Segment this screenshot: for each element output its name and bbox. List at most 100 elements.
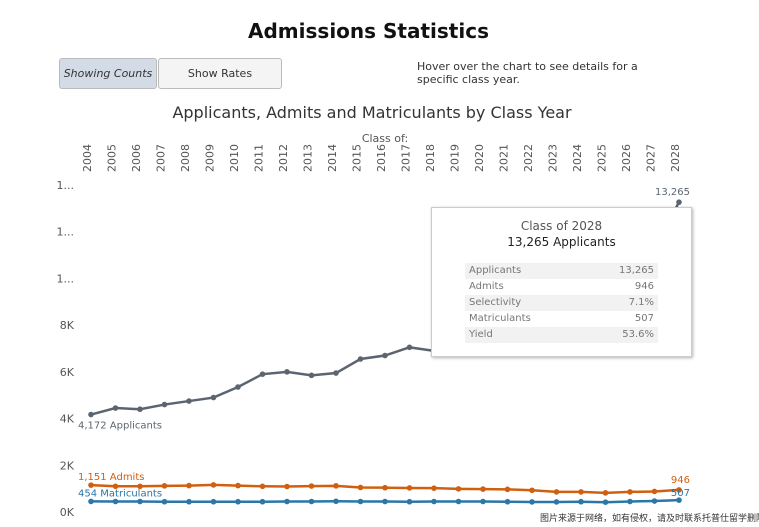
x-tick-label: 2026 bbox=[620, 144, 633, 172]
point bbox=[333, 370, 339, 376]
counts-button[interactable]: Showing Counts bbox=[59, 58, 157, 89]
tooltip-value: 13,265 bbox=[619, 265, 654, 276]
point bbox=[676, 199, 682, 205]
point bbox=[284, 498, 290, 505]
tooltip-label: Admits bbox=[469, 281, 504, 292]
point bbox=[259, 483, 266, 490]
point bbox=[112, 483, 119, 490]
value-label: 946 bbox=[671, 475, 690, 486]
point bbox=[186, 482, 192, 489]
tooltip-label: Applicants bbox=[469, 265, 522, 276]
point bbox=[186, 498, 192, 505]
point bbox=[504, 486, 511, 493]
point bbox=[357, 356, 364, 362]
point bbox=[431, 485, 437, 491]
point bbox=[210, 498, 217, 505]
x-tick-label: 2020 bbox=[473, 144, 486, 172]
value-label: 507 bbox=[671, 488, 690, 499]
point bbox=[602, 490, 609, 496]
point bbox=[308, 372, 315, 379]
tooltip-label: Yield bbox=[469, 329, 493, 340]
point bbox=[235, 482, 241, 489]
x-tick-label: 2022 bbox=[522, 144, 535, 172]
point bbox=[308, 483, 315, 489]
x-tick-label: 2008 bbox=[179, 144, 192, 172]
point bbox=[161, 483, 168, 489]
point bbox=[357, 498, 364, 505]
tooltip-value: 507 bbox=[634, 313, 654, 324]
tooltip-row: Admits 946 bbox=[465, 279, 658, 295]
tooltip-row: Yield 53.6% bbox=[465, 327, 658, 343]
point bbox=[676, 487, 682, 493]
tooltip-label: Matriculants bbox=[469, 313, 531, 324]
point bbox=[210, 482, 217, 488]
y-tick-label: 0K bbox=[60, 506, 75, 519]
point bbox=[112, 405, 119, 411]
point bbox=[431, 498, 437, 505]
x-tick-label: 2025 bbox=[596, 144, 609, 172]
tooltip: Class of 2028 13,265 Applicants Applican… bbox=[431, 207, 692, 357]
point bbox=[186, 398, 192, 404]
y-tick-label: 8K bbox=[60, 319, 75, 332]
point bbox=[504, 498, 511, 505]
tooltip-value: 7.1% bbox=[628, 297, 654, 308]
point bbox=[161, 498, 168, 505]
value-label: 1,151 Admits bbox=[78, 472, 144, 483]
point bbox=[553, 499, 560, 505]
point bbox=[333, 483, 339, 489]
point bbox=[578, 489, 584, 495]
value-label: 4,172 Applicants bbox=[78, 421, 162, 432]
y-tick-label: 2K bbox=[60, 459, 75, 472]
point bbox=[137, 498, 143, 505]
point bbox=[88, 482, 94, 488]
point bbox=[137, 483, 143, 490]
value-label: 13,265 bbox=[655, 187, 690, 198]
tooltip-table: Applicants 13,265 Admits 946 Selectivity 7.1%… bbox=[432, 263, 691, 343]
tooltip-subtitle: 13,265 Applicants bbox=[507, 235, 616, 249]
y-tick-label: 1... bbox=[57, 179, 75, 192]
point bbox=[578, 498, 584, 505]
x-tick-label: 2027 bbox=[645, 144, 658, 172]
point bbox=[357, 484, 364, 491]
point bbox=[137, 406, 143, 413]
tooltip-row: Matriculants 507 bbox=[465, 311, 658, 327]
point bbox=[651, 498, 658, 504]
x-tick-label: 2023 bbox=[547, 144, 560, 172]
point bbox=[480, 498, 486, 505]
x-tick-label: 2004 bbox=[81, 144, 94, 172]
tooltip-label: Selectivity bbox=[469, 297, 522, 308]
point bbox=[406, 344, 413, 351]
page-title: Admissions Statistics bbox=[248, 19, 489, 43]
value-label: 454 Matriculants bbox=[78, 488, 162, 499]
point bbox=[406, 485, 413, 491]
x-tick-label: 2006 bbox=[130, 144, 143, 172]
watermark: 图片来源于网络，如有侵权，请及时联系托普仕留学删除 bbox=[540, 514, 759, 524]
tooltip-row: Selectivity 7.1% bbox=[465, 295, 658, 311]
point bbox=[480, 486, 486, 492]
y-tick-label: 1... bbox=[57, 226, 75, 239]
x-tick-label: 2007 bbox=[155, 144, 168, 172]
x-tick-label: 2011 bbox=[253, 144, 266, 172]
tooltip-value: 946 bbox=[634, 281, 654, 292]
rates-button[interactable]: Show Rates bbox=[158, 58, 282, 89]
point bbox=[455, 498, 462, 505]
x-tick-label: 2021 bbox=[498, 144, 511, 172]
x-tick-label: 2015 bbox=[351, 144, 364, 172]
y-tick-label: 4K bbox=[60, 413, 75, 426]
point bbox=[259, 371, 266, 377]
point bbox=[651, 488, 658, 495]
point bbox=[627, 489, 633, 495]
hint: Hover over the chart to see details for … bbox=[417, 60, 638, 86]
point bbox=[382, 498, 388, 505]
x-tick-label: 2009 bbox=[204, 144, 217, 172]
tooltip-title: Class of 2028 bbox=[520, 219, 603, 233]
x-tick-label: 2017 bbox=[400, 144, 413, 172]
x-tick-label: 2013 bbox=[302, 144, 315, 172]
point bbox=[284, 369, 290, 375]
point bbox=[529, 499, 535, 505]
x-tick-label: 2005 bbox=[106, 144, 119, 172]
x-tick-label: 2016 bbox=[375, 144, 388, 172]
x-tick-label: 2019 bbox=[449, 144, 462, 172]
x-tick-label: 2014 bbox=[326, 144, 339, 172]
